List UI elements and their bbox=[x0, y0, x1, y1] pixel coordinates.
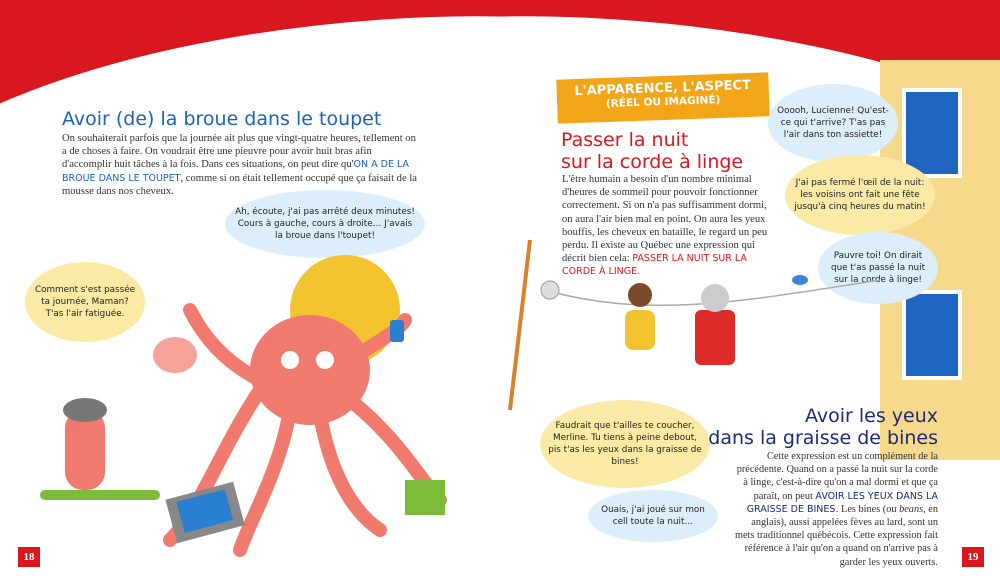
clothesline-illustration bbox=[508, 239, 881, 411]
section2-title: Avoir les yeux dans la graisse de bines bbox=[708, 405, 938, 449]
page-number-left: 18 bbox=[18, 547, 40, 567]
octopus-family-illustration bbox=[40, 255, 447, 557]
section1-paragraph: L'être humain a besoin d'un nombre minim… bbox=[562, 174, 768, 278]
red-top-wave bbox=[0, 0, 1000, 107]
expression-corde: PASSER LA NUIT SUR LA CORDE À LINGE. bbox=[562, 253, 747, 278]
category-banner: L'APPARENCE, L'ASPECT (RÉEL OU IMAGINÉ) bbox=[556, 72, 770, 124]
speech-bubble-neighbor-1: Ooooh, Lucienne! Qu'est-ce qui t'arrive?… bbox=[768, 84, 898, 162]
expression-bines: AVOIR LES YEUX DANS LA GRAISSE DE BINES. bbox=[746, 490, 938, 515]
speech-bubble-lucienne: J'ai pas fermé l'œil de la nuit: les voi… bbox=[785, 155, 935, 235]
left-page-paragraph: On souhaiterait parfois que la journée a… bbox=[62, 133, 417, 197]
page-number-right: 19 bbox=[962, 547, 984, 567]
speech-bubble-child: Comment s'est passée ta journée, Maman? … bbox=[25, 262, 145, 342]
speech-bubble-merline: Ouais, j'ai joué sur mon cell toute la n… bbox=[588, 490, 718, 542]
section1-title: Passer la nuit sur la corde à linge bbox=[561, 129, 744, 173]
section2-paragraph: Cette expression est un complément de la… bbox=[734, 451, 938, 568]
left-page-title: Avoir (de) la broue dans le toupet bbox=[62, 108, 382, 130]
speech-bubble-mom: Ah, écoute, j'ai pas arrêté deux minutes… bbox=[225, 190, 425, 258]
expression-broue: ON A DE LA BROUE DANS LE TOUPET bbox=[62, 159, 410, 184]
speech-bubble-parent: Faudrait que t'ailles te coucher, Merlin… bbox=[540, 400, 710, 488]
